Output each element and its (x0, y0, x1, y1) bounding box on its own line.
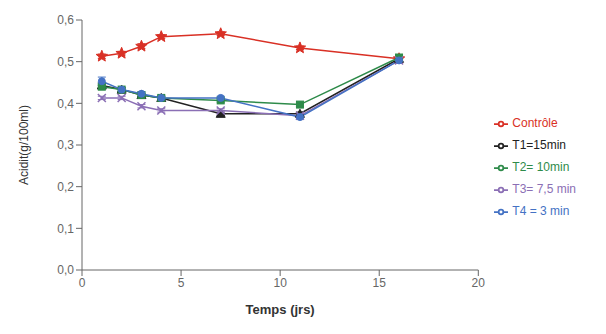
svg-text:Temps (jrs): Temps (jrs) (246, 302, 315, 317)
svg-text:0,3: 0,3 (57, 138, 74, 152)
html-text:Contrôle: Contrôle (512, 116, 558, 130)
svg-text:0,6: 0,6 (57, 13, 74, 27)
html-text:T1=15min: T1=15min (512, 138, 566, 152)
svg-text:10: 10 (273, 276, 287, 290)
svg-text:15: 15 (373, 276, 387, 290)
svg-text:20: 20 (472, 276, 486, 290)
svg-text:0,5: 0,5 (57, 55, 74, 69)
svg-text:5: 5 (178, 276, 185, 290)
svg-text:0,4: 0,4 (57, 97, 74, 111)
svg-text:Acidit(g/100ml): Acidit(g/100ml) (17, 105, 31, 185)
html-text:T4 = 3 min: T4 = 3 min (512, 204, 570, 218)
html-text:T2= 10min: T2= 10min (512, 160, 570, 174)
svg-text:0,1: 0,1 (57, 222, 74, 236)
svg-text:0: 0 (79, 276, 86, 290)
svg-text:0,2: 0,2 (57, 180, 74, 194)
svg-text:0,0: 0,0 (57, 263, 74, 277)
html-text:T3= 7,5 min: T3= 7,5 min (512, 182, 576, 196)
